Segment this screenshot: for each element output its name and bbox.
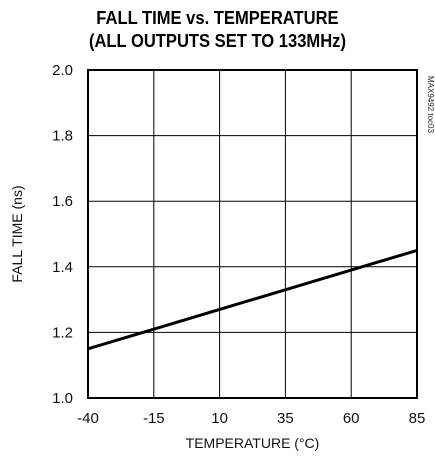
x-tick-label: 60 (343, 410, 360, 427)
y-tick-label: 2.0 (52, 62, 73, 79)
figure-id: MAX9492 toc03 (426, 76, 435, 133)
x-tick-label: -15 (143, 410, 165, 427)
x-tick-label: 35 (277, 410, 294, 427)
grid (88, 70, 417, 398)
y-tick-label: 1.0 (52, 390, 73, 407)
y-axis-label: FALL TIME (ns) (9, 185, 25, 282)
plot-frame (87, 69, 418, 399)
y-tick-label: 1.6 (52, 193, 73, 210)
x-tick-label: -40 (77, 410, 99, 427)
y-tick-label: 1.2 (52, 324, 73, 341)
y-tick-label: 1.8 (52, 128, 73, 145)
chart-title-line2: (ALL OUTPUTS SET TO 133MHz) (88, 31, 346, 51)
x-axis-ticks: -40 -15 10 35 60 85 (77, 410, 425, 427)
x-tick-label: 85 (409, 410, 426, 427)
y-tick-label: 1.4 (52, 259, 73, 276)
x-axis-label: TEMPERATURE (°C) (186, 435, 320, 451)
x-tick-label: 10 (211, 410, 228, 427)
fall-time-series-line (87, 248, 418, 351)
chart-title-line1: FALL TIME vs. TEMPERATURE (96, 8, 339, 28)
y-axis-ticks: 1.0 1.2 1.4 1.6 1.8 2.0 (52, 62, 73, 407)
